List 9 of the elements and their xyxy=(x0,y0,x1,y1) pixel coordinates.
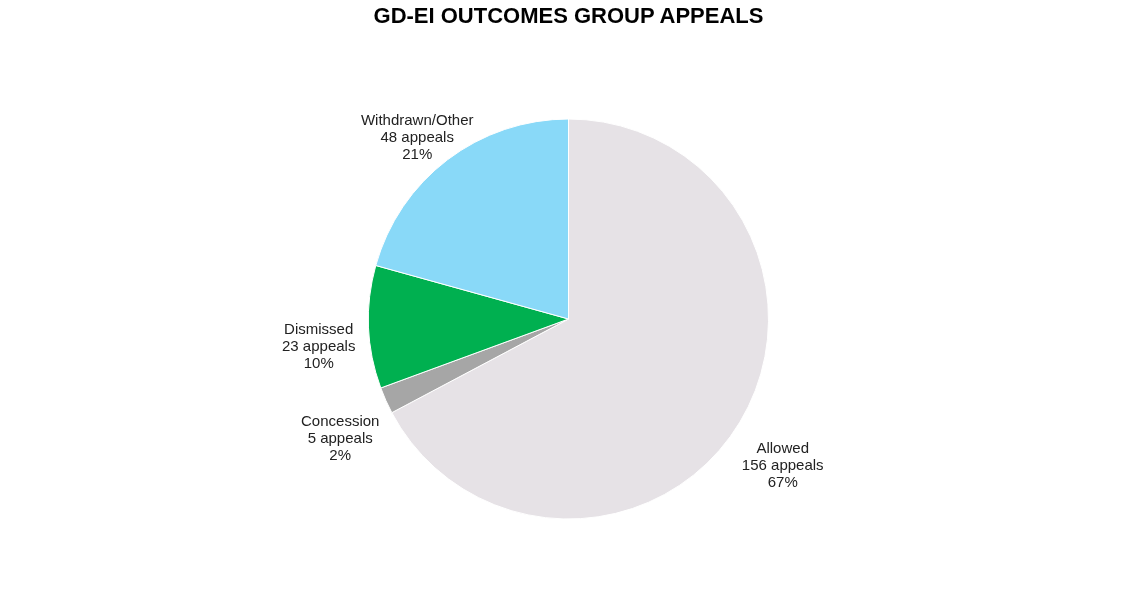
data-label: 156 appeals 67% xyxy=(741,455,824,490)
slice-label: Concession xyxy=(301,411,380,429)
slice-label: Withdrawn/Other xyxy=(360,110,474,128)
data-label: 23 appeals 10% xyxy=(282,337,356,372)
chart-title: GD-EI OUTCOMES GROUP APPEALS xyxy=(373,3,764,28)
slice-label: Allowed xyxy=(756,438,809,456)
slice-label: Dismissed xyxy=(284,320,354,338)
data-label: 5 appeals 2% xyxy=(307,428,373,463)
data-label: 48 appeals 21% xyxy=(380,127,454,162)
